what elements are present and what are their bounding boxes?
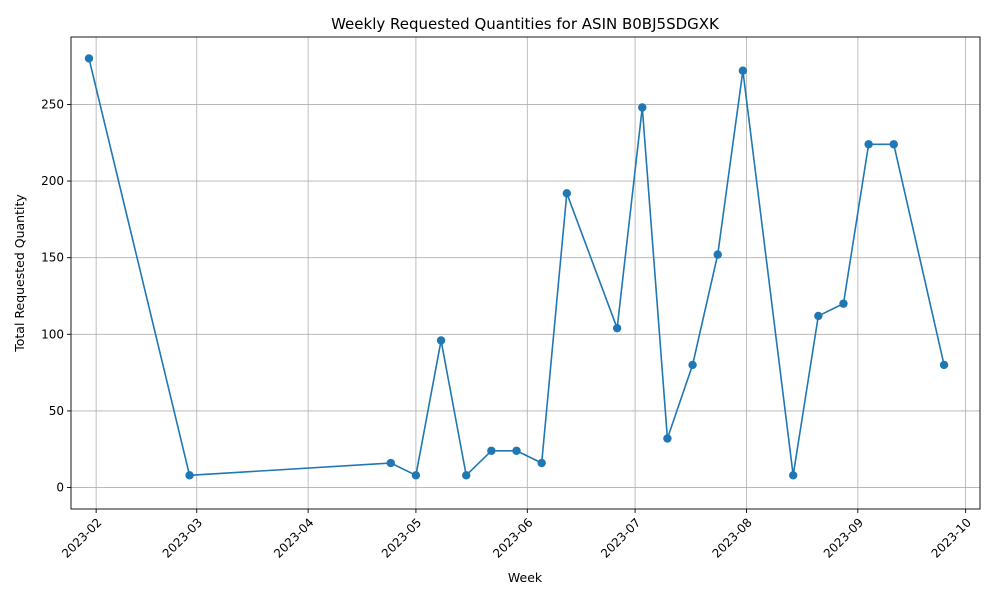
series-line bbox=[88, 58, 945, 477]
data-point bbox=[663, 434, 672, 443]
data-point bbox=[839, 299, 848, 308]
data-point bbox=[562, 189, 572, 198]
x-tick-label: 2023-06 bbox=[490, 515, 535, 560]
data-point bbox=[462, 471, 471, 480]
x-tick-label: 2023-07 bbox=[598, 515, 643, 560]
y-tick-label: 50 bbox=[49, 404, 64, 418]
y-tick-label: 200 bbox=[41, 174, 64, 188]
x-tick-label: 2023-05 bbox=[379, 515, 424, 560]
x-tick-label: 2023-09 bbox=[821, 515, 866, 560]
data-point bbox=[612, 323, 622, 333]
x-tick-label: 2023-04 bbox=[271, 515, 316, 560]
data-point bbox=[84, 54, 94, 63]
y-tick-label: 250 bbox=[41, 97, 64, 111]
x-tick-label: 2023-03 bbox=[160, 515, 205, 560]
y-tick-layer: 0 50 100 150 200 250 bbox=[41, 97, 71, 495]
x-tick-label: 2023-08 bbox=[709, 515, 754, 560]
data-point bbox=[411, 471, 421, 480]
data-point bbox=[688, 360, 697, 370]
data-point bbox=[788, 471, 798, 480]
data-point bbox=[814, 311, 823, 321]
x-tick-label: 2023-10 bbox=[929, 515, 974, 560]
y-tick-label: 100 bbox=[41, 327, 64, 341]
x-tick-label: 2023-02 bbox=[59, 515, 104, 560]
x-tick-layer: 2023-02 2023-03 2023-04 2023-05 2023-06 2023-… bbox=[59, 509, 974, 561]
series-layer bbox=[84, 54, 949, 480]
data-point bbox=[889, 140, 898, 149]
plot-frame bbox=[70, 36, 981, 510]
grid-layer bbox=[71, 37, 980, 509]
y-tick-label: 0 bbox=[56, 481, 64, 495]
data-point bbox=[436, 336, 446, 345]
data-point bbox=[386, 458, 395, 468]
data-point bbox=[713, 250, 722, 259]
data-point bbox=[185, 471, 194, 480]
data-point bbox=[738, 66, 748, 75]
data-point bbox=[512, 446, 521, 455]
data-point bbox=[537, 458, 546, 468]
data-point bbox=[638, 103, 647, 112]
data-point bbox=[864, 140, 873, 149]
y-tick-label: 150 bbox=[41, 251, 64, 265]
chart-title: Weekly Requested Quantities for ASIN B0B… bbox=[331, 15, 720, 33]
y-axis-title: Total Requested Quantity bbox=[12, 194, 27, 353]
data-point bbox=[939, 360, 949, 370]
data-point bbox=[487, 446, 496, 455]
x-axis-title: Week bbox=[508, 570, 543, 585]
